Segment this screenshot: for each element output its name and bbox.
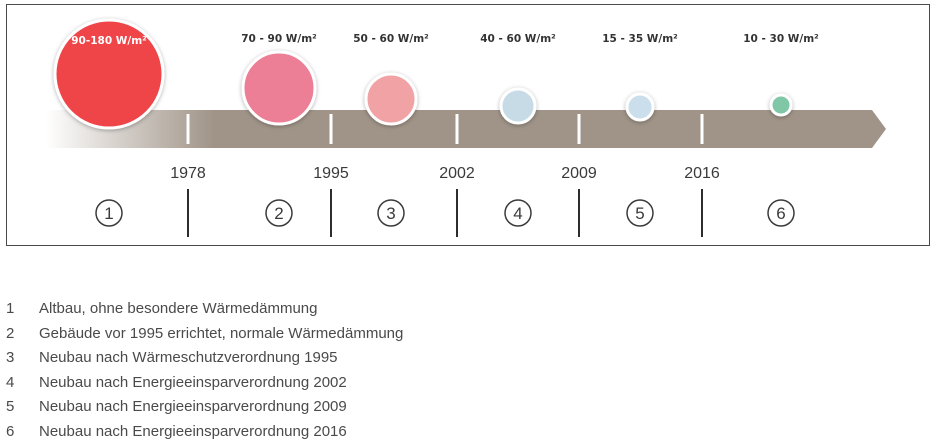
arrow-ticks	[186, 114, 704, 144]
era-circle-3	[364, 72, 418, 126]
legend-text: Neubau nach Energieeinsparverordnung 200…	[39, 373, 347, 391]
year-label-1978: 1978	[170, 165, 206, 182]
svg-text:6: 6	[776, 204, 785, 223]
period-number-1: 1	[95, 199, 123, 227]
legend-text: Altbau, ohne besondere Wärmedämmung	[39, 300, 318, 317]
energy-timeline-diagram: 90-180 W/m² 70 - 90 W/m² 50 - 60 W/m² 40…	[46, 18, 886, 237]
era-label-3: 50 - 60 W/m²	[353, 33, 429, 45]
legend-text: Neubau nach Energieeinsparverordnung 200…	[39, 398, 347, 415]
year-label-2002: 2002	[439, 165, 475, 182]
legend-item: 3 Neubau nach Wärmeschutzverordnung 1995	[6, 346, 706, 371]
timeline-arrow	[46, 110, 886, 148]
era-circle-5	[625, 92, 655, 122]
legend-list: 1 Altbau, ohne besondere Wärmedämmung 2 Ge…	[6, 297, 706, 444]
svg-text:4: 4	[513, 204, 522, 223]
legend-item: 1 Altbau, ohne besondere Wärmedämmung	[6, 297, 706, 322]
legend-item: 2 Gebäude vor 1995 errichtet, normale Wär…	[6, 322, 706, 347]
era-label-5: 15 - 35 W/m²	[602, 33, 678, 45]
legend-number: 3	[6, 349, 15, 366]
year-label-1995: 1995	[313, 165, 349, 182]
period-number-6: 6	[767, 199, 795, 227]
era-circle-4	[499, 87, 537, 125]
era-circle-2	[241, 50, 317, 126]
legend-number: 4	[6, 373, 15, 391]
era-label-1: 90-180 W/m²	[71, 35, 147, 47]
legend-number: 2	[6, 324, 15, 342]
legend-item: 4 Neubau nach Energieeinsparverordnung 20…	[6, 371, 706, 396]
era-label-4: 40 - 60 W/m²	[480, 33, 556, 45]
period-number-5: 5	[626, 199, 654, 227]
era-label-2: 70 - 90 W/m²	[241, 33, 317, 45]
svg-text:1: 1	[104, 204, 113, 223]
svg-text:3: 3	[386, 204, 395, 223]
period-dividers	[187, 189, 703, 237]
legend-text: Gebäude vor 1995 errichtet, normale Wärm…	[39, 324, 404, 342]
svg-text:5: 5	[635, 204, 644, 223]
legend-text: Neubau nach Energieeinsparverordnung 201…	[39, 422, 347, 440]
era-circle-1	[53, 18, 165, 130]
period-number-2: 2	[265, 199, 293, 227]
legend-item: 6 Neubau nach Energieeinsparverordnung 20…	[6, 420, 706, 445]
period-number-3: 3	[377, 199, 405, 227]
year-label-2009: 2009	[561, 165, 597, 182]
legend-item: 5 Neubau nach Energieeinsparverordnung 20…	[6, 395, 706, 420]
legend-number: 1	[6, 300, 15, 317]
era-circle-6	[769, 93, 793, 117]
period-number-4: 4	[504, 199, 532, 227]
legend-text: Neubau nach Wärmeschutzverordnung 1995	[39, 349, 338, 366]
year-label-2016: 2016	[684, 165, 720, 182]
legend-number: 6	[6, 422, 15, 440]
svg-text:2: 2	[274, 204, 283, 223]
legend-number: 5	[6, 398, 15, 415]
era-label-6: 10 - 30 W/m²	[743, 33, 819, 45]
